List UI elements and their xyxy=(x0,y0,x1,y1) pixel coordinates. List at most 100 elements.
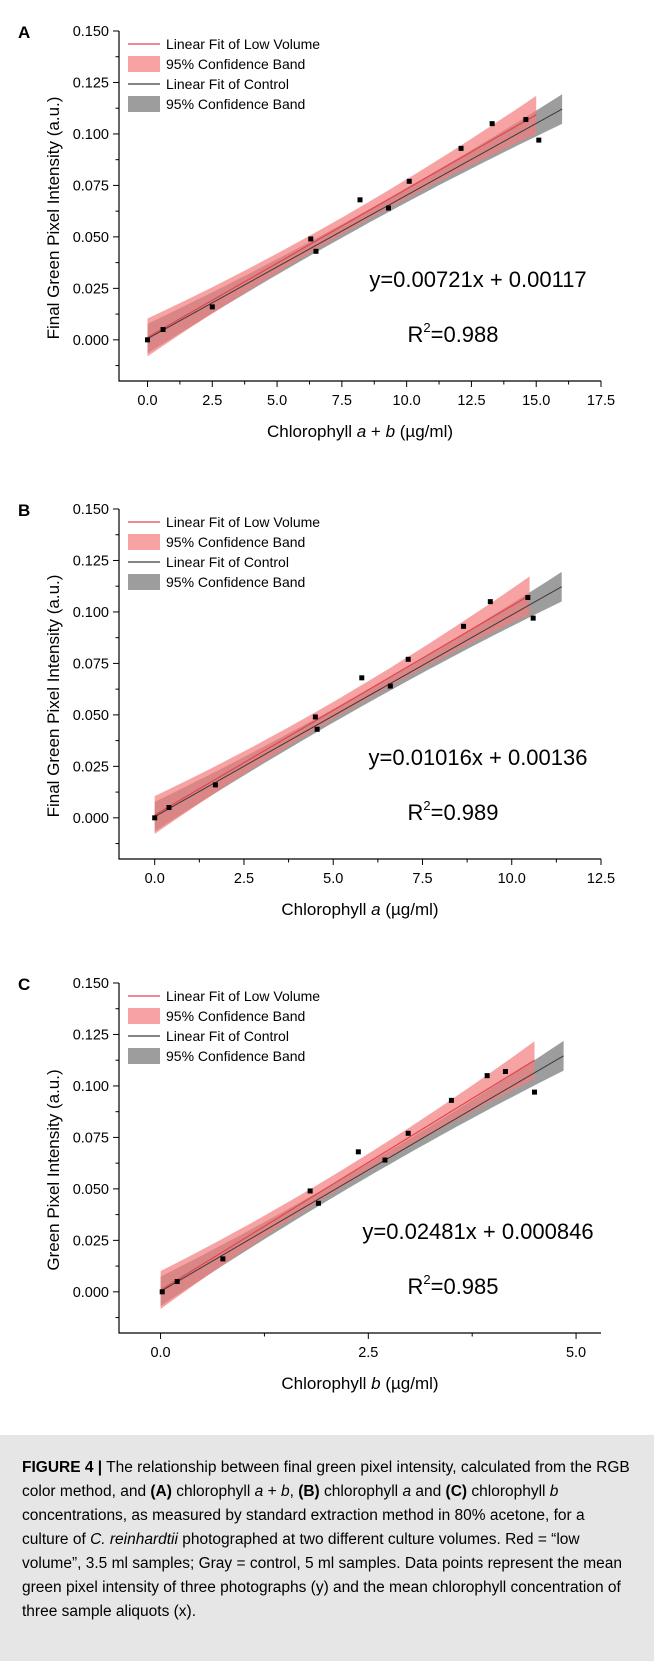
data-point xyxy=(315,1200,321,1206)
x-axis-label-part: b xyxy=(371,1374,380,1393)
x-axis-label-part: (µg/ml) xyxy=(381,1374,439,1393)
caption-segment: b xyxy=(549,1483,559,1500)
caption-segment: + xyxy=(263,1483,281,1500)
y-tick-label: 0.050 xyxy=(73,708,109,724)
y-tick-label: 0.025 xyxy=(73,1233,109,1249)
r-squared-value: =0.988 xyxy=(431,322,499,347)
x-tick-label: 12.5 xyxy=(457,393,485,409)
legend-swatch-low-band xyxy=(128,56,160,72)
y-axis-label: Green Pixel Intensity (a.u.) xyxy=(44,1069,63,1270)
x-tick-label: 7.5 xyxy=(412,871,432,887)
y-tick-label: 0.100 xyxy=(73,605,109,621)
data-point xyxy=(312,714,318,720)
data-point xyxy=(209,304,215,310)
y-tick-label: 0.025 xyxy=(73,281,109,297)
data-point xyxy=(145,337,151,343)
x-axis-label-part: (µg/ml) xyxy=(381,900,439,919)
caption-segment: b xyxy=(280,1483,290,1500)
caption-segment: (C) xyxy=(445,1483,468,1500)
caption-segment: The relationship between final green pix… xyxy=(22,1459,630,1500)
data-point xyxy=(405,656,411,662)
legend-label: 95% Confidence Band xyxy=(166,56,305,72)
caption-segment: chlorophyll xyxy=(319,1483,403,1500)
data-point xyxy=(484,1073,490,1079)
fit-equation: y=0.01016x + 0.00136 xyxy=(369,745,588,770)
y-tick-label: 0.000 xyxy=(73,811,109,827)
y-axis-label: Final Green Pixel Intensity (a.u.) xyxy=(44,575,63,818)
data-point xyxy=(458,145,464,151)
data-point xyxy=(166,805,172,811)
legend-label: 95% Confidence Band xyxy=(166,1008,305,1024)
chart-svg: A 0.0 2.5 5.0 7.5 10.0 12.5 15.0 17.5 0.000 0.025 0… xyxy=(18,23,615,441)
x-tick-label: 0.0 xyxy=(150,1345,170,1361)
data-point xyxy=(307,1188,313,1194)
x-tick-label: 17.5 xyxy=(587,393,615,409)
x-axis-label-part: b xyxy=(386,422,395,441)
y-tick-label: 0.150 xyxy=(73,24,109,40)
chart-svg: C 0.0 2.5 5.0 0.000 0.025 0.050 0.075 0.100 0.125… xyxy=(18,975,601,1393)
axes-frame xyxy=(118,983,601,1334)
y-tick-label: 0.100 xyxy=(73,1079,109,1095)
x-tick-label: 2.5 xyxy=(202,393,222,409)
x-tick-label: 5.0 xyxy=(566,1345,586,1361)
x-tick-label: 2.5 xyxy=(358,1345,378,1361)
legend-swatch-control-band xyxy=(128,96,160,112)
r-squared: R2=0.988 xyxy=(407,320,498,347)
x-tick-label: 2.5 xyxy=(234,871,254,887)
x-axis-label-part: Chlorophyll xyxy=(281,900,371,919)
data-point xyxy=(489,121,495,127)
y-tick-label: 0.050 xyxy=(73,1182,109,1198)
r-squared: R2=0.985 xyxy=(407,1272,498,1299)
data-point xyxy=(405,1130,411,1136)
x-tick-label: 10.0 xyxy=(393,393,421,409)
caption-body: The relationship between final green pix… xyxy=(22,1459,630,1620)
x-axis-label-part: Chlorophyll xyxy=(281,1374,371,1393)
y-tick-label: 0.100 xyxy=(73,127,109,143)
x-tick-label: 12.5 xyxy=(587,871,615,887)
legend-label: Linear Fit of Low Volume xyxy=(166,36,320,52)
data-point xyxy=(359,675,365,681)
data-point xyxy=(530,615,536,621)
x-tick-label: 15.0 xyxy=(522,393,550,409)
control-fit-line xyxy=(160,1055,564,1292)
y-tick-label: 0.125 xyxy=(73,553,109,569)
legend-swatch-low-band xyxy=(128,1008,160,1024)
legend-swatch-control-band xyxy=(128,574,160,590)
axes-frame xyxy=(118,509,601,860)
low-volume-fit-line xyxy=(147,114,537,338)
panel-label: C xyxy=(18,975,30,994)
r-squared-exponent: 2 xyxy=(423,1272,430,1287)
x-tick-label: 7.5 xyxy=(332,393,352,409)
legend-label: Linear Fit of Control xyxy=(166,76,289,92)
r-squared-prefix: R xyxy=(407,322,423,347)
control-fit-line xyxy=(154,586,562,818)
y-axis-label: Final Green Pixel Intensity (a.u.) xyxy=(44,97,63,340)
y-tick-label: 0.150 xyxy=(73,502,109,518)
caption-segment: chlorophyll xyxy=(467,1483,550,1500)
y-tick-label: 0.025 xyxy=(73,759,109,775)
r-squared-value: =0.989 xyxy=(431,800,499,825)
legend-label: Linear Fit of Control xyxy=(166,554,289,570)
data-point xyxy=(525,595,531,601)
y-tick-label: 0.000 xyxy=(73,333,109,349)
y-tick-label: 0.075 xyxy=(73,178,109,194)
chart-panel-a: A 0.0 2.5 5.0 7.5 10.0 12.5 15.0 17.5 0.000 0.025 0… xyxy=(0,0,654,465)
r-squared-exponent: 2 xyxy=(423,798,430,813)
fit-equation: y=0.00721x + 0.00117 xyxy=(369,267,586,292)
data-point xyxy=(174,1279,180,1285)
data-point xyxy=(523,117,529,123)
data-point xyxy=(355,1149,361,1155)
data-point xyxy=(308,236,314,242)
y-tick-label: 0.050 xyxy=(73,230,109,246)
caption-segment: and xyxy=(411,1483,446,1500)
x-tick-label: 0.0 xyxy=(137,393,157,409)
x-axis-label-part: (µg/ml) xyxy=(395,422,453,441)
x-tick-label: 5.0 xyxy=(323,871,343,887)
x-axis-label-part: + xyxy=(366,422,385,441)
y-tick-label: 0.000 xyxy=(73,1285,109,1301)
caption-segment: a xyxy=(254,1483,264,1500)
y-tick-label: 0.150 xyxy=(73,976,109,992)
y-tick-label: 0.075 xyxy=(73,656,109,672)
data-point xyxy=(536,137,542,143)
x-tick-label: 0.0 xyxy=(145,871,165,887)
